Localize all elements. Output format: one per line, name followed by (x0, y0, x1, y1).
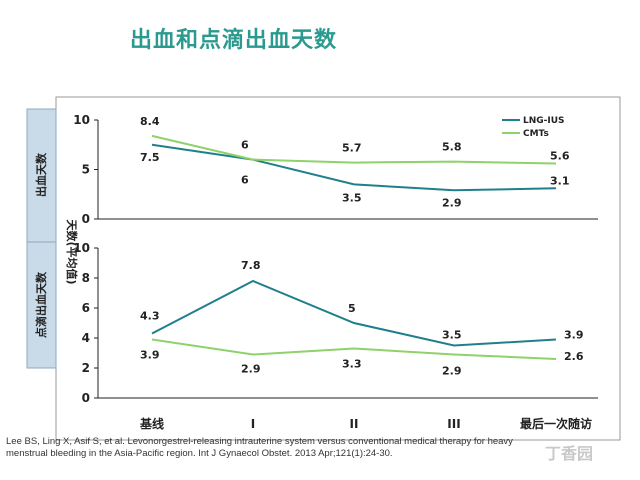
bottom-label-lng-ius-3: 3.5 (442, 329, 462, 342)
legend-label-cmt: CMTs (523, 129, 549, 139)
bottom-y-tick-label: 10 (73, 241, 90, 255)
top-label-cmts-4: 5.6 (550, 150, 570, 163)
panel-label-bottom: 点滴出血天数 (26, 241, 57, 369)
x-category-label-0: 基线 (139, 416, 164, 431)
top-label-cmts-1: 6 (241, 139, 249, 152)
y-axis-title: 天数(平均值) (65, 219, 79, 284)
x-category-label-1: I (251, 417, 255, 431)
bottom-series-lng-ius-line (151, 279, 557, 347)
top-y-ticks: 0 5 10 (73, 113, 98, 226)
top-label-lng-ius-2: 3.5 (342, 191, 362, 204)
top-y-tick-label: 10 (73, 113, 90, 127)
bottom-y-tick-label: 2 (82, 361, 90, 375)
bottom-label-cmts-0: 3.9 (140, 349, 160, 362)
bottom-label-lng-ius-4: 3.9 (564, 329, 584, 342)
panel-label-bottom-text: 点滴出血天数 (34, 271, 48, 338)
slide-title: 出血和点滴出血天数 (130, 28, 338, 53)
bottom-y-tick-label: 0 (82, 391, 90, 405)
bottom-label-cmts-3: 2.9 (442, 365, 462, 378)
watermark: 丁香园 (545, 444, 594, 463)
top-label-cmts-0: 8.4 (140, 115, 160, 128)
panel-label-top: 出血天数 (26, 108, 57, 243)
x-category-label-2: II (350, 417, 359, 431)
top-label-lng-ius-4: 3.1 (550, 174, 570, 187)
panel-label-top-text: 出血天数 (34, 152, 48, 197)
bottom-label-cmts-4: 2.6 (564, 350, 584, 363)
top-series (151, 134, 557, 192)
bottom-y-tick-label: 4 (82, 331, 90, 345)
bottom-data-labels: 4.3 7.8 5 3.5 3.9 3.9 2.9 3.3 2.9 2.6 (140, 259, 584, 378)
top-label-cmts-2: 5.7 (342, 142, 362, 155)
top-y-tick-label: 5 (82, 163, 90, 177)
x-category-label-3: III (447, 417, 460, 431)
x-category-labels: 基线 I II III 最后一次随访 (139, 416, 592, 431)
bottom-y-tick-label: 6 (82, 301, 90, 315)
bottom-label-cmts-1: 2.9 (241, 363, 261, 376)
top-label-lng-ius-0: 7.5 (140, 151, 160, 164)
citation: Lee BS, Ling X, Asif S, et al. Levonorge… (6, 436, 513, 459)
legend: LNG-IUS CMTs (502, 116, 565, 139)
bottom-label-lng-ius-2: 5 (348, 302, 356, 315)
top-series-lng-ius-line (151, 143, 557, 192)
top-y-tick-label: 0 (82, 212, 90, 226)
bottom-y-ticks: 0 2 4 6 8 10 (73, 241, 98, 405)
top-data-labels: 7.5 6 3.5 2.9 3.1 8.4 6 5.7 5.8 5.6 (140, 115, 570, 209)
legend-label-lng: LNG-IUS (523, 116, 565, 126)
chart-frame (55, 96, 621, 441)
bottom-label-cmts-2: 3.3 (342, 358, 362, 371)
bottom-label-lng-ius-0: 4.3 (140, 310, 160, 323)
bottom-series-cmts-line (151, 338, 557, 360)
bottom-y-tick-label: 8 (82, 271, 90, 285)
top-series-cmts-line (151, 134, 557, 165)
top-label-lng-ius-3: 2.9 (442, 196, 462, 209)
top-label-cmts-3: 5.8 (442, 141, 462, 154)
bottom-series (151, 279, 557, 360)
bottom-label-lng-ius-1: 7.8 (241, 259, 261, 272)
top-label-lng-ius-1: 6 (241, 174, 249, 187)
x-category-label-4: 最后一次随访 (520, 416, 592, 431)
